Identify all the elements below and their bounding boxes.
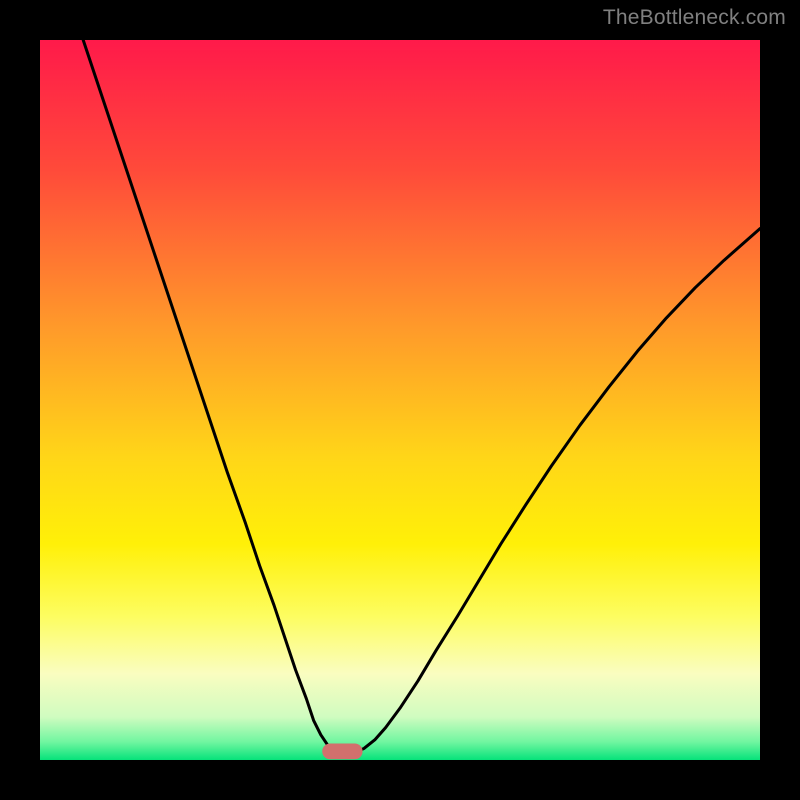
chart-background (40, 40, 760, 760)
watermark-text: TheBottleneck.com (603, 6, 786, 30)
chart-stage: TheBottleneck.com (0, 0, 800, 800)
optimum-marker (322, 743, 362, 759)
bottleneck-chart (0, 0, 800, 800)
